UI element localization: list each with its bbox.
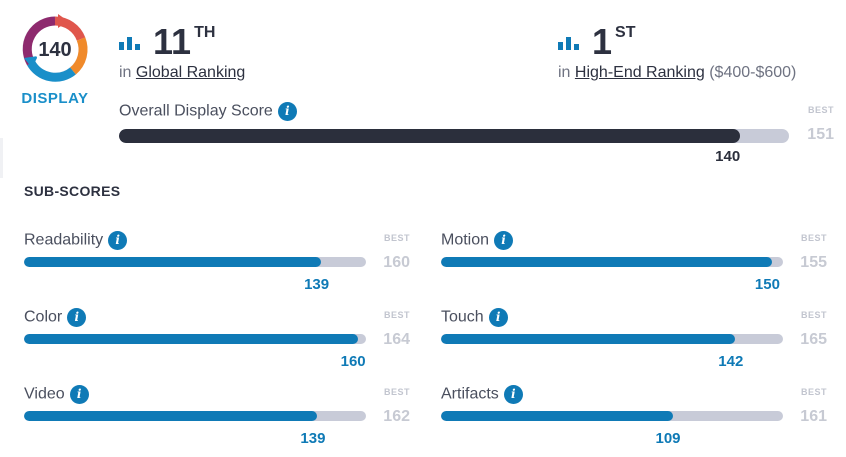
info-icon[interactable]: i — [67, 308, 87, 327]
high-end-rank-caption: in High-End Ranking ($400-$600) — [558, 64, 796, 82]
edge-divider — [0, 138, 3, 178]
sub-best-value: 165 — [800, 331, 827, 348]
sub-score-bar — [24, 257, 366, 267]
bar-chart-icon — [558, 37, 579, 50]
sub-score-label: Touch i — [441, 308, 508, 327]
overall-score-fill — [119, 129, 741, 143]
sub-best-value: 161 — [800, 408, 827, 425]
sub-score-bar — [441, 411, 783, 421]
sub-best-label: BEST — [800, 310, 827, 320]
sub-best-label: BEST — [800, 233, 827, 243]
high-end-rank-prefix: in — [558, 64, 575, 81]
sub-score-bar — [441, 257, 783, 267]
bar-chart-icon — [119, 37, 140, 50]
info-icon[interactable]: i — [69, 385, 89, 404]
sub-score-value: 139 — [304, 276, 330, 293]
sub-score-fill — [24, 257, 322, 267]
sub-best-label: BEST — [383, 233, 410, 243]
badge-label: DISPLAY — [21, 90, 89, 107]
sub-score-label: Motion i — [441, 231, 514, 250]
sub-score-value: 150 — [754, 276, 780, 293]
sub-score-value: 109 — [655, 430, 681, 447]
sub-score-readability: Readability i BEST 160 139 — [24, 231, 414, 301]
sub-best-value: 155 — [800, 254, 827, 271]
sub-score-value: 160 — [340, 353, 366, 370]
sub-best-label: BEST — [383, 387, 410, 397]
overall-best-label: BEST — [807, 105, 834, 115]
overall-score-title: Overall Display Score — [119, 102, 273, 120]
overall-score-bar — [119, 129, 789, 143]
overall-score-label: Overall Display Score i — [119, 102, 297, 121]
sub-score-fill — [24, 334, 358, 344]
sub-score-name: Motion — [441, 231, 490, 249]
info-icon[interactable]: i — [494, 231, 514, 250]
sub-scores-heading: SUB-SCORES — [24, 183, 121, 199]
sub-score-video: Video i BEST 162 139 — [24, 385, 414, 455]
info-icon[interactable]: i — [108, 231, 128, 250]
sub-score-label: Color i — [24, 308, 87, 327]
sub-score-value: 142 — [718, 353, 744, 370]
display-score-badge: 140 DISPLAY — [16, 12, 94, 107]
global-ranking-link[interactable]: Global Ranking — [135, 64, 246, 81]
sub-score-label: Readability i — [24, 231, 128, 250]
sub-score-name: Artifacts — [441, 385, 499, 403]
sub-best-value: 160 — [383, 254, 410, 271]
sub-score-fill — [441, 411, 673, 421]
high-end-rank-suffix: ST — [615, 24, 636, 41]
sub-best-label: BEST — [800, 387, 827, 397]
global-rank-number: 11 — [153, 21, 192, 62]
sub-score-bar — [441, 334, 783, 344]
high-end-ranking-link[interactable]: High-End Ranking — [574, 64, 705, 81]
global-rank-caption: in Global Ranking — [119, 64, 245, 82]
sub-score-name: Readability — [24, 231, 104, 249]
global-ranking: 11 TH in Global Ranking — [119, 22, 245, 82]
global-rank-suffix: TH — [194, 24, 216, 41]
sub-score-fill — [24, 411, 318, 421]
sub-score-touch: Touch i BEST 165 142 — [441, 308, 831, 378]
sub-score-label: Video i — [24, 385, 89, 404]
overall-score-value: 140 — [715, 148, 741, 165]
score-ring-icon: 140 — [22, 14, 88, 82]
info-icon[interactable]: i — [503, 385, 523, 404]
sub-score-name: Touch — [441, 308, 484, 326]
high-end-rank-number: 1 — [592, 21, 613, 62]
sub-score-motion: Motion i BEST 155 150 — [441, 231, 831, 301]
price-range: ($400-$600) — [704, 64, 797, 81]
info-icon[interactable]: i — [488, 308, 508, 327]
sub-score-fill — [441, 334, 736, 344]
sub-score-label: Artifacts i — [441, 385, 523, 404]
info-icon[interactable]: i — [277, 102, 297, 121]
sub-score-bar — [24, 334, 366, 344]
sub-best-value: 164 — [383, 331, 410, 348]
sub-best-label: BEST — [383, 310, 410, 320]
sub-best-value: 162 — [383, 408, 410, 425]
sub-score-bar — [24, 411, 366, 421]
sub-score-color: Color i BEST 164 160 — [24, 308, 414, 378]
high-end-ranking: 1 ST in High-End Ranking ($400-$600) — [558, 22, 796, 82]
sub-score-name: Video — [24, 385, 65, 403]
sub-score-value: 139 — [300, 430, 326, 447]
sub-score-artifacts: Artifacts i BEST 161 109 — [441, 385, 831, 455]
sub-score-fill — [441, 257, 772, 267]
sub-score-name: Color — [24, 308, 63, 326]
overall-best-value: 151 — [807, 126, 834, 143]
global-rank-prefix: in — [119, 64, 136, 81]
badge-score: 140 — [38, 39, 71, 61]
